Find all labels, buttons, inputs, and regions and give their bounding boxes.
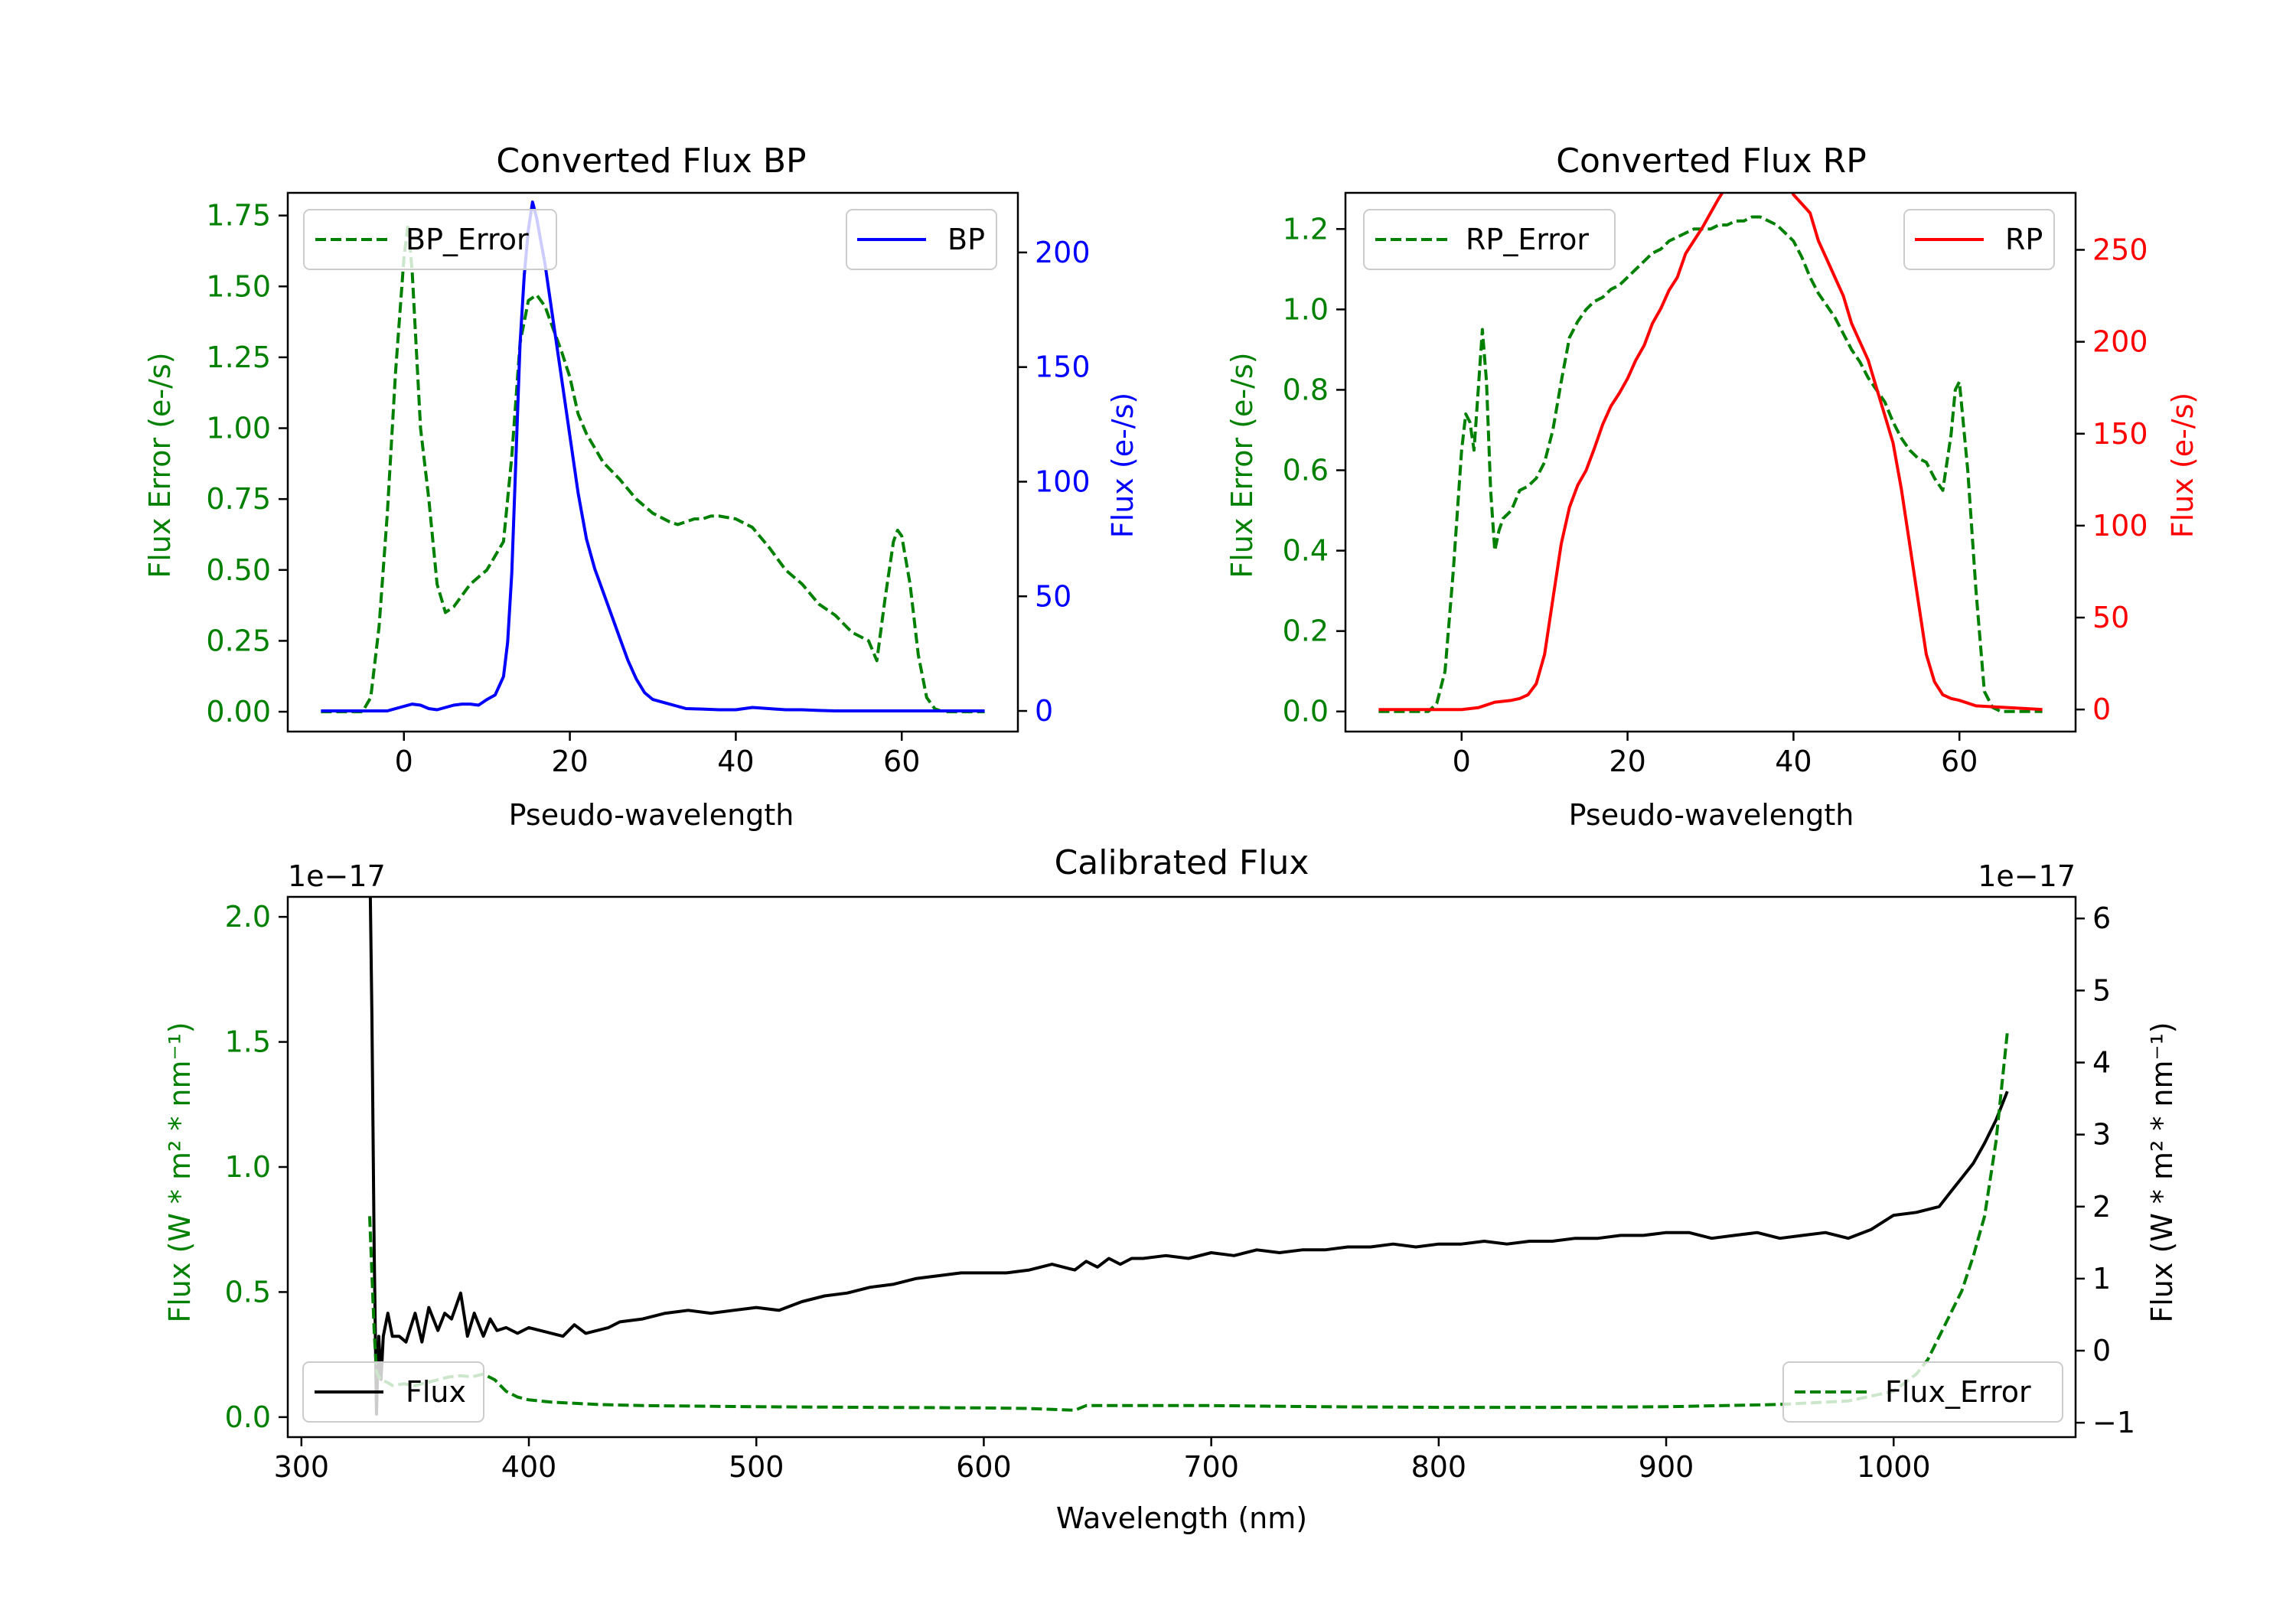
cal-right-ytick-label: 3 [2092,1118,2111,1152]
rp-right-ytick-label: 250 [2092,233,2148,266]
cal-right-ytick-label: 4 [2092,1046,2111,1080]
cal-legend-flux-label: Flux [406,1375,466,1409]
bp-left-ytick-label: 1.75 [206,199,271,233]
cal-right-ytick-label: 2 [2092,1190,2111,1224]
rp-panel: Converted Flux RP 0 20 40 60 0.0 0.2 0.4 0.6 0.8… [1225,142,2200,832]
bp-right-ylabel: Flux (e-/s) [1106,393,1140,538]
bp-series-bp [321,200,985,712]
cal-left-ytick-label: 0.0 [225,1400,271,1434]
rp-series-rp-error [1378,215,2043,713]
bp-left-ytick-label: 1.50 [206,269,271,303]
cal-plot-area: 300 400 500 600 700 800 900 1000 0.0 0.5 1.0 1.5 2.0… [225,895,2135,1484]
rp-left-ytick-label: 0.4 [1283,534,1329,568]
cal-xtick-label: 800 [1411,1450,1467,1484]
bp-left-ytick-label: 0.25 [206,624,271,657]
bp-left-ytick-label: 1.25 [206,341,271,374]
cal-right-ytick-label: 1 [2092,1262,2111,1296]
bp-plot-area: 0 20 40 60 0.00 0.25 0.50 0.75 1.00 1.25 1.50 1.75 0… [206,191,1091,778]
rp-left-ytick-label: 0.8 [1283,373,1329,406]
cal-xtick-label: 600 [956,1450,1012,1484]
cal-xtick-label: 700 [1183,1450,1239,1484]
bp-right-ytick-label: 50 [1035,579,1071,613]
bp-left-ytick-label: 0.50 [206,553,271,587]
cal-panel: Calibrated Flux 300 400 500 600 700 800 900 100… [163,843,2179,1535]
bp-legend-error-label: BP_Error [406,223,529,256]
rp-right-ytick-label: 200 [2092,325,2148,359]
rp-title: Converted Flux RP [1556,142,1867,181]
bp-xlabel: Pseudo-wavelength [509,798,794,832]
cal-xtick-label: 900 [1639,1450,1694,1484]
bp-legend-flux-label: BP [947,223,985,256]
cal-right-ylabel: Flux (W * m² * nm⁻¹) [2145,1022,2179,1322]
rp-right-ytick-label: 150 [2092,417,2148,451]
rp-xtick-label: 40 [1775,745,1812,778]
rp-legend-flux: RP [1903,209,2055,270]
bp-legend-error: BP_Error [303,209,557,270]
cal-legend-error: Flux_Error [1782,1361,2063,1423]
bp-right-ytick-label: 100 [1035,464,1091,498]
bp-right-ytick-label: 0 [1035,694,1053,728]
rp-left-ytick-label: 1.2 [1283,212,1329,246]
rp-axes-frame [1344,191,2077,733]
rp-left-ytick-label: 0.0 [1283,695,1329,729]
bp-legend-flux: BP [846,209,997,270]
bp-left-ytick-label: 0.00 [206,695,271,729]
bp-left-ytick-label: 1.00 [206,412,271,445]
cal-series-flux [368,897,2009,1416]
bp-title: Converted Flux BP [496,142,806,181]
cal-right-ytick-label: −1 [2092,1406,2135,1439]
bp-series-bp-error [321,222,985,714]
cal-legend-flux: Flux [302,1361,484,1423]
rp-series-rp [1378,193,2043,712]
bp-axes-frame [286,191,1019,733]
cal-title: Calibrated Flux [1055,843,1309,882]
cal-left-ytick-label: 0.5 [225,1275,271,1309]
cal-left-ylabel: Flux (W * m² * nm⁻¹) [163,1022,197,1322]
cal-xlabel: Wavelength (nm) [1056,1501,1307,1535]
cal-legend-error-label: Flux_Error [1885,1375,2031,1409]
cal-right-offset: 1e−17 [1978,859,2076,893]
bp-xtick-label: 0 [395,745,413,778]
cal-left-offset: 1e−17 [288,859,386,893]
rp-plot-area: 0 20 40 60 0.0 0.2 0.4 0.6 0.8 1.0 1.2 0 50 100 150 200… [1283,191,2148,778]
cal-right-ytick-label: 0 [2092,1334,2111,1367]
bp-left-ytick-label: 0.75 [206,482,271,516]
rp-right-ylabel: Flux (e-/s) [2166,393,2200,538]
rp-xtick-label: 60 [1941,745,1978,778]
bp-xtick-label: 60 [883,745,920,778]
cal-xtick-label: 1000 [1857,1450,1931,1484]
cal-xtick-label: 300 [274,1450,330,1484]
rp-legend-error: RP_Error [1363,209,1616,270]
cal-right-ytick-label: 6 [2092,901,2111,935]
rp-xlabel: Pseudo-wavelength [1569,798,1854,832]
cal-left-ytick-label: 1.5 [225,1025,271,1059]
bp-xtick-label: 40 [717,745,754,778]
rp-xtick-label: 0 [1453,745,1471,778]
cal-xtick-label: 500 [729,1450,784,1484]
bp-panel: Converted Flux BP 0 20 40 60 0.00 0.25 0.50 0.7… [143,142,1140,832]
cal-left-ytick-label: 2.0 [225,900,271,934]
rp-right-ytick-label: 100 [2092,509,2148,543]
bp-xtick-label: 20 [551,745,588,778]
rp-left-ytick-label: 0.2 [1283,614,1329,648]
bp-left-ylabel: Flux Error (e-/s) [143,352,177,578]
rp-right-ytick-label: 0 [2092,693,2111,726]
bp-right-ytick-label: 200 [1035,236,1091,269]
cal-right-ytick-label: 5 [2092,973,2111,1007]
cal-xtick-label: 400 [501,1450,557,1484]
rp-left-ylabel: Flux Error (e-/s) [1225,352,1259,578]
rp-left-ytick-label: 1.0 [1283,292,1329,326]
rp-legend-error-label: RP_Error [1466,223,1589,256]
rp-right-ytick-label: 50 [2092,601,2129,634]
cal-left-ytick-label: 1.0 [225,1150,271,1184]
rp-xtick-label: 20 [1609,745,1645,778]
rp-legend-flux-label: RP [2005,223,2043,256]
bp-right-ytick-label: 150 [1035,350,1091,384]
rp-left-ytick-label: 0.6 [1283,454,1329,487]
